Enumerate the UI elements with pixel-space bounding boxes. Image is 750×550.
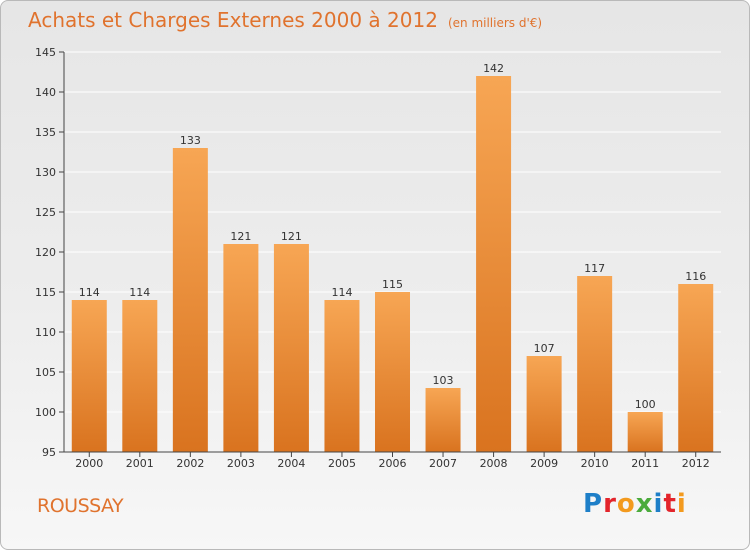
labels: 114 2000 114 2001 133 2002 121 2003 121 2004 114 20… — [75, 62, 709, 470]
bar-value-label: 107 — [534, 342, 555, 355]
y-tick-label: 125 — [35, 206, 56, 219]
bars — [71, 76, 714, 452]
bar — [273, 244, 309, 452]
bar-value-label: 114 — [331, 286, 352, 299]
bar — [526, 356, 562, 452]
bar — [375, 292, 410, 452]
bar-value-label: 121 — [230, 230, 251, 243]
brand-logo: Proxiti — [583, 489, 687, 519]
bar-value-label: 116 — [685, 270, 706, 283]
y-tick-label: 110 — [35, 326, 56, 339]
brand-letter: i — [653, 489, 664, 519]
x-tick-label: 2005 — [328, 457, 356, 470]
x-tick-label: 2012 — [682, 457, 710, 470]
bar-value-label: 115 — [382, 278, 403, 291]
brand-letter: r — [603, 489, 617, 519]
x-tick-label: 2000 — [75, 457, 103, 470]
axes: 95 100 105 110 115 120 125 130 135 140 145 — [35, 46, 721, 459]
y-tick-label: 140 — [35, 86, 56, 99]
brand-letter: t — [663, 489, 677, 519]
y-tick-label: 100 — [35, 406, 56, 419]
bar-value-label: 100 — [635, 398, 656, 411]
bar-value-label: 133 — [180, 134, 201, 147]
bar-value-label: 142 — [483, 62, 504, 75]
y-tick-label: 145 — [35, 46, 56, 59]
commune-name: ROUSSAY — [37, 495, 124, 517]
bar — [425, 388, 461, 452]
y-tick-label: 130 — [35, 166, 56, 179]
bar — [172, 148, 208, 452]
x-tick-label: 2007 — [429, 457, 457, 470]
x-tick-label: 2002 — [176, 457, 204, 470]
x-tick-label: 2006 — [379, 457, 407, 470]
y-tick-label: 95 — [42, 446, 56, 459]
y-tick-label: 135 — [35, 126, 56, 139]
bar-value-label: 114 — [129, 286, 150, 299]
y-tick-label: 120 — [35, 246, 56, 259]
brand-letter: o — [616, 489, 636, 519]
bar — [71, 300, 107, 452]
bar — [627, 412, 663, 452]
brand-letter: i — [676, 489, 687, 519]
bar-value-label: 121 — [281, 230, 302, 243]
y-tick-label: 115 — [35, 286, 56, 299]
y-tick-label: 105 — [35, 366, 56, 379]
x-tick-label: 2010 — [581, 457, 609, 470]
x-tick-label: 2009 — [530, 457, 558, 470]
x-tick-label: 2011 — [631, 457, 659, 470]
x-tick-label: 2004 — [277, 457, 305, 470]
chart-title: Achats et Charges Externes 2000 à 2012 (e… — [28, 8, 542, 32]
chart-title-text: Achats et Charges Externes 2000 à 2012 — [28, 8, 438, 32]
bar — [223, 244, 259, 452]
bar-value-label: 114 — [79, 286, 100, 299]
bar — [577, 276, 613, 452]
bar — [678, 284, 714, 452]
x-tick-label: 2001 — [126, 457, 154, 470]
bar — [122, 300, 158, 452]
bar — [476, 76, 512, 452]
brand-letter: x — [635, 489, 654, 519]
bar-value-label: 103 — [433, 374, 454, 387]
brand-letter: P — [583, 489, 604, 519]
bar — [324, 300, 360, 452]
x-tick-label: 2008 — [480, 457, 508, 470]
bar-value-label: 117 — [584, 262, 605, 275]
chart-subtitle: (en milliers d'€) — [447, 16, 543, 30]
x-tick-label: 2003 — [227, 457, 255, 470]
